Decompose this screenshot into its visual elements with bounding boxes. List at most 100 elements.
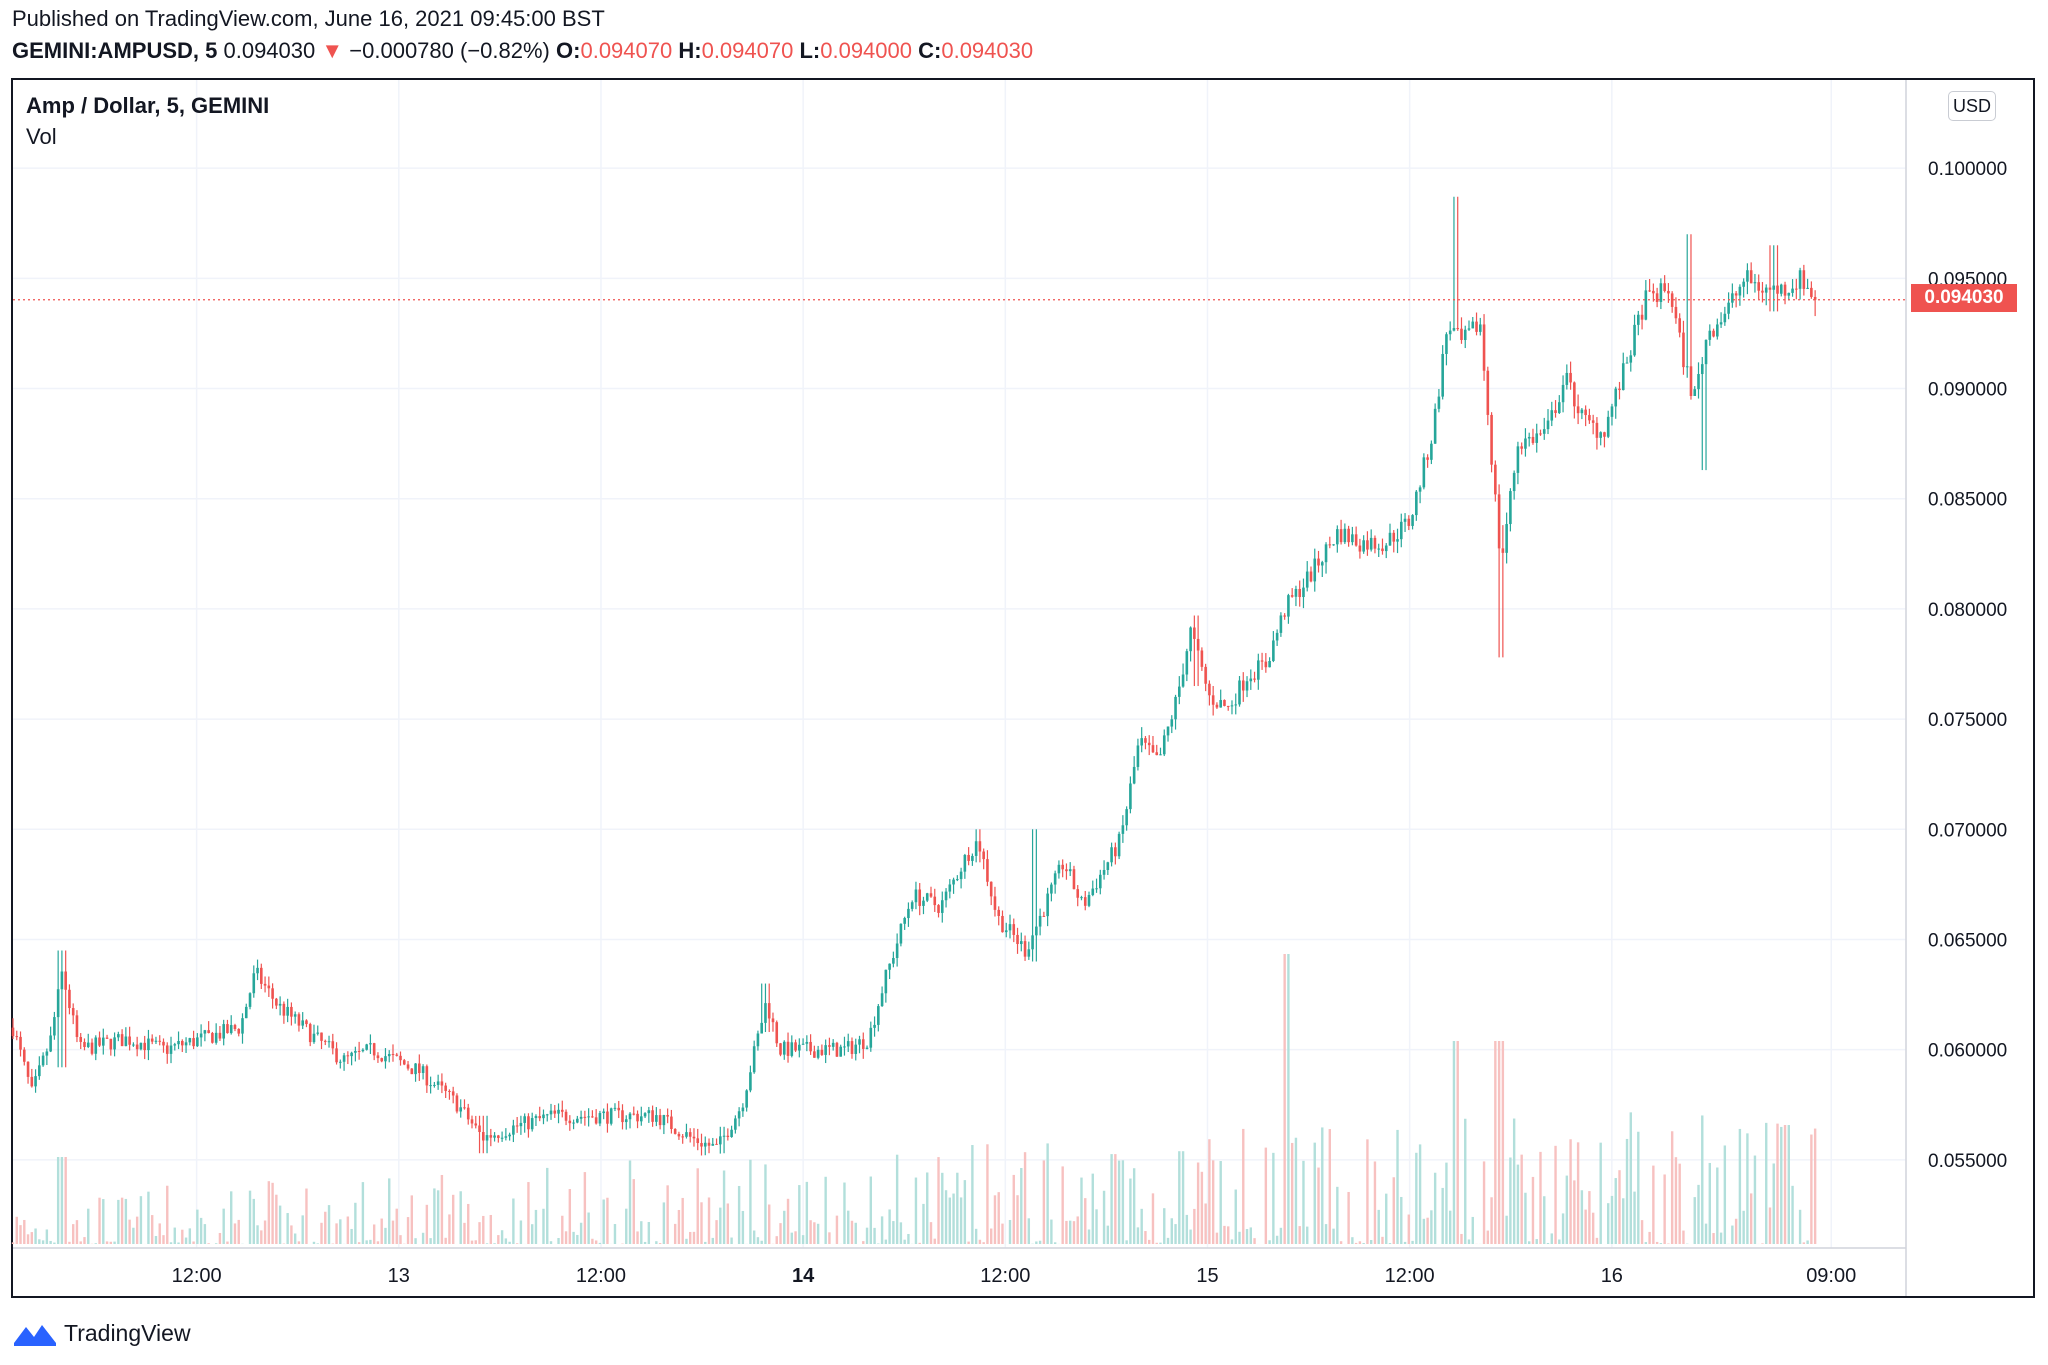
candle-body bbox=[207, 1030, 210, 1034]
candle-body bbox=[530, 1118, 534, 1130]
candle-body bbox=[1320, 562, 1324, 566]
candle-body bbox=[892, 958, 895, 964]
volume-bar bbox=[1682, 1230, 1685, 1244]
candle-body bbox=[722, 1135, 726, 1137]
currency-button[interactable]: USD bbox=[1948, 91, 1996, 121]
candle-body bbox=[1764, 287, 1768, 293]
candle-body bbox=[1230, 705, 1234, 707]
candle-body bbox=[132, 1044, 135, 1046]
candle-body bbox=[1580, 409, 1584, 414]
volume-bar bbox=[1701, 1115, 1704, 1244]
candle-body bbox=[1539, 433, 1542, 435]
candle-body bbox=[436, 1081, 440, 1085]
candle-body bbox=[199, 1033, 203, 1038]
candle-body bbox=[105, 1037, 109, 1039]
candle-body bbox=[933, 896, 937, 906]
candle-body bbox=[1415, 491, 1418, 516]
y-tick-label: 0.085000 bbox=[1928, 490, 2007, 511]
candle-body bbox=[1693, 389, 1697, 396]
volume-bar bbox=[1644, 1242, 1648, 1244]
candle-body bbox=[1697, 374, 1700, 390]
volume-bar bbox=[1535, 1239, 1538, 1244]
volume-bar bbox=[508, 1241, 511, 1244]
volume-bar bbox=[1121, 1160, 1125, 1244]
volume-bar bbox=[1629, 1112, 1632, 1244]
candle-body bbox=[369, 1043, 372, 1045]
volume-bar bbox=[737, 1185, 741, 1244]
volume-bar bbox=[399, 1235, 402, 1244]
volume-bar bbox=[1411, 1240, 1414, 1244]
candle-body bbox=[1588, 415, 1591, 421]
volume-bar bbox=[726, 1203, 730, 1244]
volume-bar bbox=[1637, 1131, 1640, 1244]
volume-bar bbox=[1467, 1239, 1471, 1244]
candle-body bbox=[158, 1040, 162, 1042]
volume-bar bbox=[184, 1237, 188, 1244]
candle-body bbox=[617, 1107, 621, 1111]
volume-bar bbox=[1238, 1231, 1241, 1244]
volume-bar bbox=[1324, 1224, 1328, 1244]
volume-bar bbox=[384, 1227, 387, 1244]
candle-body bbox=[278, 1003, 282, 1006]
volume-bar bbox=[681, 1197, 684, 1244]
candle-body bbox=[956, 879, 959, 881]
candle-body bbox=[1298, 588, 1302, 598]
volume-bar bbox=[482, 1215, 485, 1244]
volume-bar bbox=[98, 1197, 101, 1244]
volume-bar bbox=[1445, 1162, 1448, 1244]
volume-bar bbox=[1023, 1152, 1027, 1244]
candle-body bbox=[925, 893, 929, 901]
candle-body bbox=[1204, 666, 1207, 684]
volume-bar bbox=[414, 1238, 417, 1244]
candle-body bbox=[967, 854, 970, 861]
candle-body bbox=[1768, 287, 1772, 290]
volume-bar bbox=[1148, 1239, 1151, 1244]
volume-bar bbox=[602, 1199, 605, 1244]
candle-body bbox=[884, 969, 888, 994]
volume-bar bbox=[922, 1203, 925, 1244]
candle-body bbox=[670, 1116, 673, 1129]
candle-body bbox=[1746, 270, 1749, 282]
tradingview-brand[interactable]: TradingView bbox=[12, 1318, 191, 1348]
candle-body bbox=[685, 1132, 688, 1137]
candle-body bbox=[903, 918, 906, 924]
volume-bar bbox=[1723, 1145, 1727, 1244]
volume-bar bbox=[854, 1222, 857, 1244]
candle-body bbox=[1494, 464, 1497, 495]
volume-bar bbox=[1035, 1241, 1038, 1244]
candle-body bbox=[1810, 287, 1813, 297]
candle-body bbox=[301, 1020, 304, 1026]
volume-bar bbox=[79, 1241, 82, 1244]
volume-bar bbox=[895, 1154, 899, 1244]
candle-body bbox=[466, 1107, 470, 1120]
volume-bar bbox=[1129, 1178, 1132, 1244]
candle-body bbox=[895, 943, 899, 959]
candle-body bbox=[1388, 532, 1392, 546]
candle-body bbox=[1121, 825, 1125, 834]
volume-bar bbox=[1095, 1209, 1098, 1244]
candle-body bbox=[101, 1037, 105, 1046]
volume-bar bbox=[436, 1190, 440, 1244]
candle-body bbox=[1644, 290, 1648, 320]
x-tick-label: 09:00 bbox=[1806, 1265, 1856, 1287]
candle-body bbox=[861, 1039, 865, 1049]
volume-bar bbox=[1065, 1220, 1068, 1244]
volume-bar bbox=[1441, 1187, 1444, 1244]
volume-bar bbox=[643, 1241, 647, 1244]
candle-body bbox=[1031, 935, 1034, 950]
candle-body bbox=[745, 1090, 748, 1108]
volume-bar bbox=[30, 1232, 34, 1244]
candle-body bbox=[598, 1113, 602, 1124]
candle-body bbox=[1268, 660, 1271, 668]
volume-bar bbox=[813, 1222, 816, 1244]
candle-body bbox=[1659, 283, 1663, 303]
candle-body bbox=[1050, 884, 1053, 894]
candle-body bbox=[1603, 432, 1606, 437]
candle-body bbox=[196, 1037, 199, 1047]
candle-body bbox=[944, 891, 948, 901]
volume-bar bbox=[1189, 1229, 1192, 1244]
candle-body bbox=[978, 841, 982, 852]
volume-bar bbox=[324, 1211, 327, 1244]
candle-body bbox=[1625, 362, 1629, 364]
